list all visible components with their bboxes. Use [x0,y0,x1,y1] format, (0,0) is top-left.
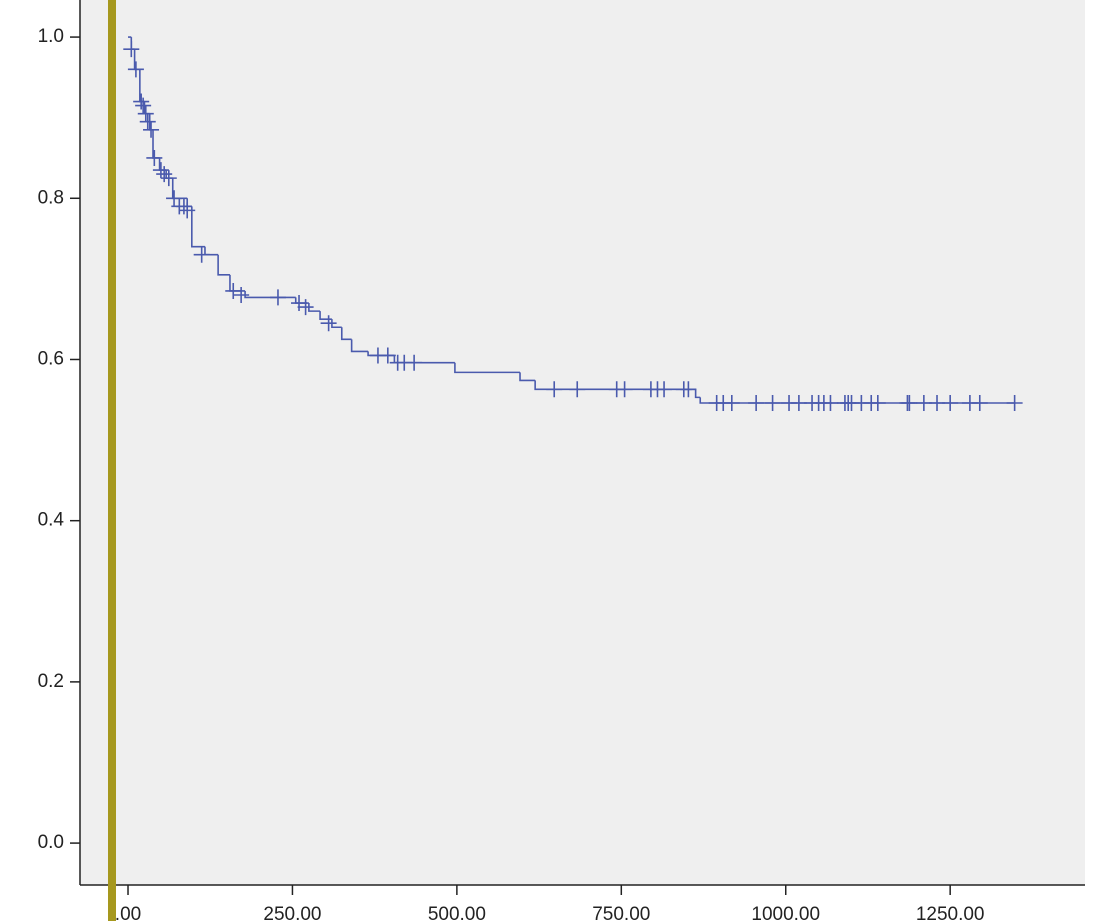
censor-mark [139,113,156,130]
censor-mark [233,287,250,303]
y-tick-label: 0.8 [38,187,64,208]
survival-step [519,372,536,382]
censor-mark [269,289,286,306]
censor-mark [569,381,586,398]
censor-mark [616,381,633,398]
survival-step [308,303,321,312]
survival-step [191,206,205,248]
survival-step [350,339,369,353]
censor-mark [942,395,959,412]
survival-step [694,389,701,399]
censor-mark [297,299,314,316]
x-tick-label: 1250.00 [916,904,985,921]
survival-step [534,380,696,391]
y-tick-label: 0.0 [38,832,64,853]
censor-mark [137,105,154,122]
censor-mark [869,395,886,412]
survival-step [217,254,230,276]
censor-mark [146,149,163,166]
censor-mark [680,381,697,398]
ticks: 0.0 0.2 0.4 0.6 0.8 1.0 .00 250.00 500.00 750.00 1… [38,26,985,921]
overlay-bar [108,0,116,921]
censor-mark [225,282,242,299]
x-tick-label: .00 [115,904,141,921]
censor-mark [152,162,169,179]
censor-mark [320,315,337,332]
plot-content [123,36,1023,412]
x-tick-label: 1000.00 [751,904,820,921]
x-tick-label: 250.00 [263,904,321,921]
censor-mark [123,41,140,58]
y-tick-label: 0.4 [38,510,65,531]
censor-mark [135,97,152,114]
y-tick-label: 0.6 [38,348,64,369]
censor-mark [406,354,423,371]
censor-mark [1006,395,1023,412]
plot-area [80,0,1085,885]
censor-mark [175,198,192,215]
censor-mark [901,395,918,412]
censor-mark [160,170,177,187]
survival-step [454,362,521,374]
y-tick-label: 1.0 [38,26,64,47]
censor-mark [546,381,563,398]
censor-mark [764,395,781,412]
survival-step [331,319,342,329]
x-tick-label: 750.00 [592,904,650,921]
censor-mark [822,395,839,412]
censor-mark [133,93,150,110]
x-tick-label: 500.00 [428,904,486,921]
survival-step [340,327,352,341]
censor-mark [193,246,210,263]
censor-mark [723,395,740,412]
censor-mark [166,190,183,207]
censor-mark [127,61,144,78]
y-tick-label: 0.2 [38,671,64,692]
censor-mark [748,395,765,412]
censor-mark [143,121,160,138]
censor-mark [971,395,988,412]
censor-mark [379,347,396,364]
censor-mark [179,202,196,219]
censor-mark [656,381,673,398]
censor-mark [291,295,308,312]
